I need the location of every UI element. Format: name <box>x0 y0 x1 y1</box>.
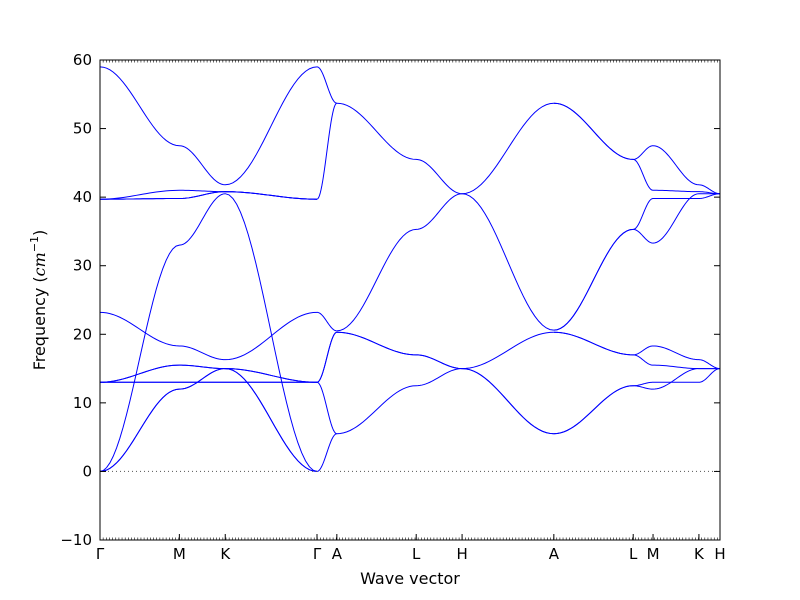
band-line-16 <box>316 311 337 332</box>
band-line-19 <box>336 331 554 435</box>
band-line-24 <box>553 368 720 435</box>
band-lines <box>99 66 721 472</box>
plot-frame <box>99 59 721 541</box>
y-tick-label: 10 <box>73 394 92 412</box>
x-minor-ticks <box>99 60 718 540</box>
y-axis-label: Frequency (cm−1) <box>28 230 49 371</box>
band-line-28 <box>553 193 720 331</box>
y-axis-label-unit-exponent: −1 <box>28 236 41 252</box>
y-axis-ticks: −10 0 10 20 30 40 50 60 <box>60 51 720 549</box>
band-line-13 <box>316 381 337 435</box>
band-line-21 <box>336 331 554 435</box>
band-line-22 <box>336 102 554 332</box>
x-tick-label: H <box>714 545 725 563</box>
x-tick-label: M <box>173 545 186 563</box>
band-line-29 <box>553 193 721 331</box>
y-tick-label: 50 <box>73 120 92 138</box>
x-tick-label: A <box>549 545 560 563</box>
x-tick-label: Γ <box>96 545 105 563</box>
x-tick-label: K <box>694 545 705 563</box>
band-line-1 <box>99 368 318 472</box>
x-tick-label: L <box>412 545 421 563</box>
y-tick-label: 60 <box>73 51 92 69</box>
band-line-17 <box>316 102 338 200</box>
y-tick-label: 40 <box>73 188 92 206</box>
y-axis-label-unit: cm <box>30 252 49 276</box>
band-line-10 <box>99 189 318 200</box>
x-axis-label: Wave vector <box>360 569 460 588</box>
band-line-7 <box>99 311 318 361</box>
band-line-23 <box>336 102 554 331</box>
band-line-8 <box>100 191 318 200</box>
y-tick-label: 0 <box>82 462 92 480</box>
x-tick-label: H <box>456 545 467 563</box>
band-line-25 <box>553 368 721 435</box>
band-line-31 <box>553 102 721 195</box>
y-tick-label: 30 <box>73 257 92 275</box>
band-line-20 <box>336 331 554 435</box>
band-line-27 <box>553 331 721 370</box>
y-tick-label: 20 <box>73 325 92 343</box>
y-tick-label: −10 <box>60 531 92 549</box>
band-line-6 <box>99 364 318 383</box>
x-tick-label: M <box>647 545 660 563</box>
band-line-2 <box>99 193 318 472</box>
y-axis-label-text: Frequency <box>30 288 49 371</box>
band-line-9 <box>100 191 318 200</box>
x-tick-label: A <box>332 545 343 563</box>
band-line-11 <box>99 66 318 186</box>
band-line-30 <box>553 102 720 195</box>
x-tick-label: Γ <box>313 545 322 563</box>
band-line-15 <box>316 331 337 383</box>
band-line-12 <box>316 433 337 472</box>
band-line-18 <box>316 66 337 104</box>
band-line-0 <box>99 368 318 472</box>
y-axis-label-paren-close: ) <box>30 230 49 236</box>
y-axis-label-paren-open: ( <box>30 276 49 282</box>
x-tick-label: L <box>629 545 638 563</box>
x-tick-label: K <box>220 545 231 563</box>
